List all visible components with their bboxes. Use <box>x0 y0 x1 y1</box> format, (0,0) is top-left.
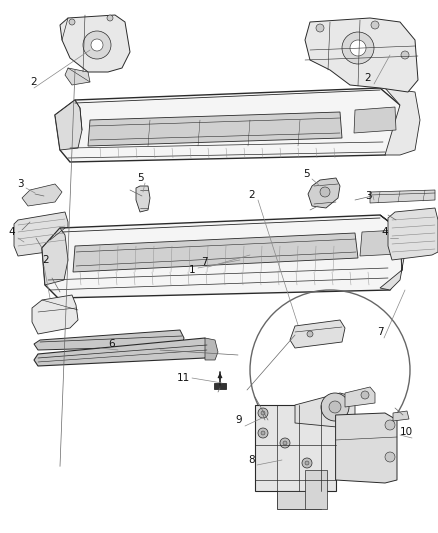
Polygon shape <box>65 68 90 85</box>
Circle shape <box>305 461 309 465</box>
Polygon shape <box>14 212 68 256</box>
Polygon shape <box>308 178 340 208</box>
Text: 3: 3 <box>365 191 371 201</box>
Circle shape <box>307 331 313 337</box>
Polygon shape <box>345 387 375 407</box>
Text: 4: 4 <box>9 227 15 237</box>
Circle shape <box>401 51 409 59</box>
Text: 5: 5 <box>137 173 143 183</box>
Text: 3: 3 <box>17 179 23 189</box>
Circle shape <box>69 19 75 25</box>
Polygon shape <box>34 330 184 350</box>
Polygon shape <box>55 88 405 162</box>
Circle shape <box>83 31 111 59</box>
Text: 2: 2 <box>365 73 371 83</box>
Polygon shape <box>354 107 396 133</box>
Polygon shape <box>32 295 78 334</box>
Circle shape <box>329 401 341 413</box>
Bar <box>214 383 226 389</box>
Circle shape <box>361 391 369 399</box>
Circle shape <box>371 21 379 29</box>
Text: 10: 10 <box>399 427 413 437</box>
Circle shape <box>258 408 268 418</box>
Polygon shape <box>88 112 342 146</box>
Text: 6: 6 <box>109 339 115 349</box>
Circle shape <box>321 393 349 421</box>
Polygon shape <box>136 186 150 212</box>
Circle shape <box>280 438 290 448</box>
Circle shape <box>342 32 374 64</box>
Polygon shape <box>34 338 210 366</box>
Polygon shape <box>205 338 218 360</box>
Polygon shape <box>370 190 435 203</box>
Polygon shape <box>305 470 327 509</box>
Polygon shape <box>336 413 397 483</box>
Text: 4: 4 <box>381 227 389 237</box>
Polygon shape <box>290 320 345 348</box>
Bar <box>277 491 321 509</box>
Text: 2: 2 <box>42 255 49 265</box>
Polygon shape <box>55 100 82 150</box>
Polygon shape <box>295 393 355 427</box>
Text: 2: 2 <box>249 190 255 200</box>
Circle shape <box>258 428 268 438</box>
Circle shape <box>320 187 330 197</box>
Polygon shape <box>305 18 418 92</box>
Polygon shape <box>385 88 420 155</box>
Polygon shape <box>393 411 409 421</box>
Polygon shape <box>42 215 402 298</box>
Circle shape <box>91 39 103 51</box>
Circle shape <box>316 24 324 32</box>
Text: 8: 8 <box>249 455 255 465</box>
Polygon shape <box>22 184 62 206</box>
Text: 7: 7 <box>201 257 207 267</box>
Circle shape <box>283 441 287 445</box>
Circle shape <box>350 40 366 56</box>
Circle shape <box>302 458 312 468</box>
Polygon shape <box>388 208 438 260</box>
Text: 9: 9 <box>236 415 242 425</box>
Text: 1: 1 <box>189 265 195 275</box>
Bar <box>255 405 336 491</box>
Circle shape <box>261 411 265 415</box>
Circle shape <box>107 15 113 21</box>
Text: 5: 5 <box>303 169 309 179</box>
Text: 7: 7 <box>377 327 383 337</box>
Text: 11: 11 <box>177 373 190 383</box>
Circle shape <box>385 452 395 462</box>
Polygon shape <box>60 15 130 72</box>
Circle shape <box>261 431 265 435</box>
Polygon shape <box>73 233 358 272</box>
Polygon shape <box>380 215 404 290</box>
Text: 2: 2 <box>31 77 37 87</box>
Polygon shape <box>42 228 68 285</box>
Circle shape <box>385 420 395 430</box>
Polygon shape <box>360 230 398 256</box>
